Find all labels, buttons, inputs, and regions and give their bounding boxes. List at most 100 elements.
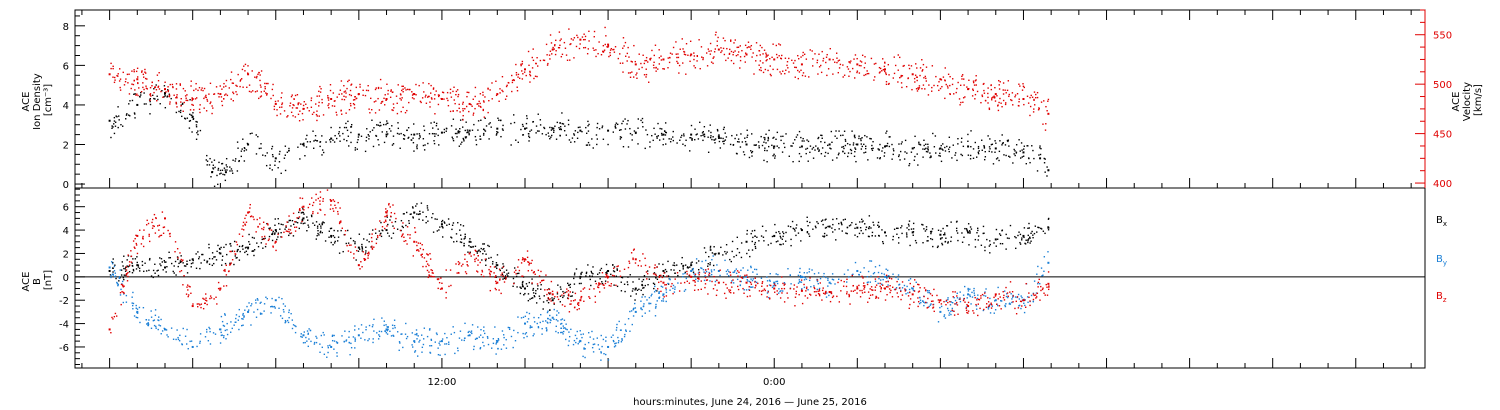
data-point — [630, 60, 632, 63]
data-point — [169, 83, 171, 86]
data-point — [520, 63, 522, 66]
data-point — [211, 252, 214, 254]
data-point — [657, 68, 659, 70]
data-point — [607, 275, 610, 278]
data-point — [1029, 114, 1031, 117]
data-point — [926, 302, 928, 304]
data-point — [436, 230, 439, 232]
data-point — [790, 283, 792, 285]
data-point — [912, 234, 914, 236]
data-point — [181, 343, 183, 345]
data-point — [630, 295, 632, 297]
data-point — [413, 340, 416, 343]
data-point — [226, 322, 228, 325]
data-point — [855, 160, 857, 163]
data-point — [919, 74, 921, 77]
data-point — [288, 316, 290, 319]
data-point — [380, 330, 383, 333]
data-point — [824, 141, 826, 144]
data-point — [542, 301, 545, 303]
data-point — [502, 90, 504, 93]
data-point — [205, 300, 208, 302]
data-point — [341, 113, 343, 115]
data-point — [384, 330, 386, 332]
data-point — [868, 215, 871, 217]
data-point — [619, 329, 622, 331]
data-point — [538, 130, 540, 132]
data-point — [114, 79, 116, 81]
data-point — [1042, 230, 1045, 232]
data-point — [994, 299, 997, 302]
data-point — [917, 87, 919, 89]
data-point — [778, 55, 780, 57]
data-point — [781, 54, 783, 57]
data-point — [176, 329, 178, 331]
data-point — [406, 243, 408, 245]
data-point — [242, 86, 244, 88]
data-point — [695, 258, 698, 260]
data-point — [446, 336, 448, 339]
data-point — [930, 156, 932, 158]
data-point — [516, 90, 519, 92]
data-point — [938, 154, 940, 157]
data-point — [462, 225, 465, 227]
data-point — [169, 103, 171, 105]
data-point — [323, 353, 326, 356]
data-point — [445, 127, 448, 130]
data-point — [257, 135, 259, 138]
data-point — [346, 129, 349, 132]
data-point — [765, 56, 767, 58]
data-point — [531, 278, 533, 280]
data-point — [468, 133, 470, 136]
data-point — [117, 284, 119, 287]
data-point — [969, 232, 971, 234]
data-point — [846, 293, 848, 295]
data-point — [742, 287, 744, 290]
data-point — [901, 141, 903, 143]
data-point — [567, 123, 570, 126]
data-point — [892, 238, 894, 241]
data-point — [682, 273, 684, 275]
data-point — [152, 94, 154, 97]
data-point — [983, 158, 986, 161]
data-point — [301, 143, 304, 145]
data-point — [434, 135, 436, 137]
data-point — [191, 345, 194, 348]
data-point — [539, 297, 541, 300]
data-point — [558, 128, 561, 131]
data-point — [844, 144, 847, 147]
data-point — [903, 284, 906, 287]
data-point — [709, 136, 712, 139]
data-point — [551, 134, 553, 137]
data-point — [223, 86, 225, 88]
data-point — [190, 266, 192, 268]
data-point — [284, 145, 287, 147]
data-point — [312, 147, 315, 149]
data-point — [423, 327, 426, 329]
data-point — [375, 232, 377, 234]
data-point — [421, 253, 423, 255]
data-point — [422, 138, 425, 140]
data-point — [525, 122, 528, 125]
data-point — [191, 131, 193, 133]
data-point — [477, 326, 479, 328]
data-point — [524, 258, 526, 261]
data-point — [235, 91, 237, 93]
data-point — [396, 102, 398, 105]
data-point — [958, 298, 960, 300]
data-point — [800, 155, 802, 158]
data-point — [212, 164, 215, 166]
data-point — [412, 217, 415, 219]
data-point — [376, 332, 378, 334]
data-point — [725, 59, 727, 62]
data-point — [581, 130, 583, 133]
data-point — [197, 305, 199, 308]
data-point — [187, 289, 189, 291]
data-point — [247, 143, 250, 146]
data-point — [238, 160, 240, 163]
data-point — [433, 98, 436, 100]
data-point — [880, 279, 882, 281]
data-point — [392, 143, 395, 145]
data-point — [241, 244, 244, 247]
data-point — [709, 262, 711, 264]
